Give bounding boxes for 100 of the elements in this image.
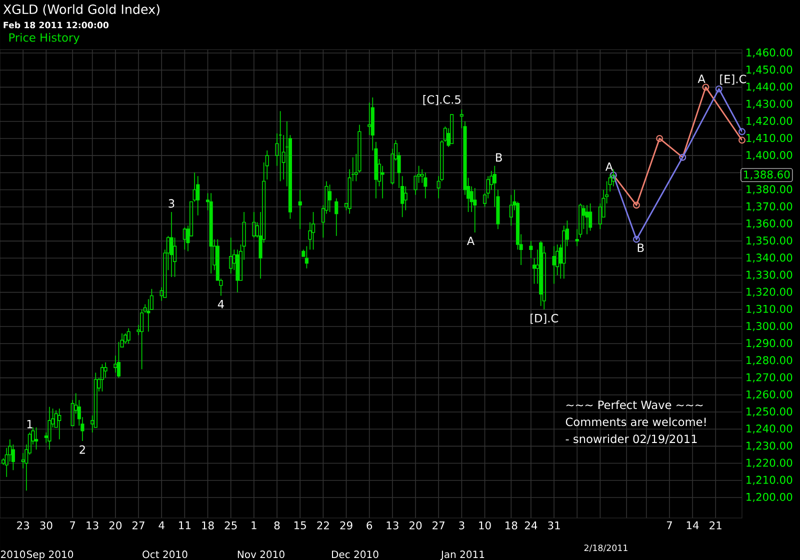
chart-title: XGLD (World Gold Index)	[3, 4, 160, 16]
annotation: 3	[168, 199, 174, 208]
y-tick-label: 1,220.00	[746, 458, 792, 468]
y-tick-label: 1,450.00	[746, 66, 792, 75]
x-tick-label: 11	[179, 521, 190, 530]
x-tick-label: 7	[666, 521, 672, 530]
candlestick	[585, 204, 589, 235]
annotation: [D].C	[530, 314, 558, 324]
x-tick-label: 4	[158, 521, 164, 530]
x-tick-label: 14	[686, 521, 699, 530]
candlestick	[424, 172, 428, 199]
y-tick-label: 1,388.60	[744, 170, 790, 180]
x-tick-label: 23	[17, 521, 30, 530]
candlestick	[298, 189, 302, 230]
y-tick-label: 1,350.00	[746, 236, 792, 246]
y-tick-label: 1,290.00	[746, 339, 792, 348]
candlestick	[209, 192, 213, 274]
candlestick	[8, 438, 12, 462]
y-tick-label: 1,410.00	[746, 134, 792, 144]
text: Dec 2010	[332, 550, 378, 558]
x-tick-label: 29	[340, 521, 352, 530]
point	[656, 135, 664, 142]
x-tick-label: 10	[479, 521, 491, 530]
x-tick-label: 7	[70, 521, 76, 530]
x-tick-label: 31	[548, 521, 560, 530]
candlestick	[58, 408, 62, 440]
candlestick	[552, 246, 556, 284]
annotation: ~~~ Perfect Wave ~~~	[566, 400, 703, 410]
candlestick	[104, 362, 108, 378]
y-tick-label: 1,240.00	[746, 424, 792, 434]
x-tick-label: 8	[274, 521, 280, 530]
text: 2010	[1, 550, 26, 558]
point	[715, 85, 722, 92]
y-tick-label: 1,200.00	[746, 492, 792, 502]
x-tick-label: 18	[202, 521, 214, 530]
text: Price History	[9, 33, 80, 44]
annotation: A	[466, 236, 475, 246]
candlestick	[400, 176, 404, 218]
x-tick-label: 24	[524, 521, 538, 530]
candlestick	[529, 240, 533, 259]
x-tick-label: 27	[432, 521, 444, 530]
candlestick	[48, 406, 52, 450]
x-tick-label: 22	[317, 521, 329, 530]
candlestick	[608, 174, 612, 192]
y-tick-label: 1,400.00	[746, 150, 792, 160]
candlestick	[380, 165, 384, 199]
text: Oct 2010	[142, 550, 188, 558]
x-tick-label: 13	[386, 521, 398, 530]
candlestick	[578, 203, 582, 238]
annotation: - snowrider 02/19/2011	[566, 434, 697, 444]
y-tick-label: 1,330.00	[746, 270, 792, 280]
x-tick-label: 21	[710, 521, 722, 530]
candlestick	[368, 102, 372, 136]
annotation: 1	[27, 420, 32, 428]
candlestick	[21, 452, 25, 469]
y-tick-label: 1,440.00	[746, 82, 792, 92]
y-tick-label: 1,460.00	[746, 48, 792, 58]
candlestick	[473, 188, 477, 233]
x-tick-label: 27	[132, 521, 144, 530]
x-tick-label: 18	[506, 521, 518, 530]
candlestick	[404, 186, 408, 211]
y-tick-label: 1,300.00	[746, 322, 792, 332]
y-tick-label: 1,360.00	[746, 219, 792, 229]
x-tick-label: 3	[459, 521, 464, 530]
candlestick	[463, 120, 467, 196]
candlestick	[4, 447, 8, 478]
y-tick-label: 1,280.00	[746, 356, 792, 366]
y-tick-label: 1,420.00	[746, 116, 792, 126]
y-tick-label: 1,380.00	[746, 185, 792, 194]
y-tick-label: 1,370.00	[746, 202, 792, 212]
x-tick-label: 13	[86, 521, 98, 530]
candlestick	[420, 168, 424, 184]
candlestick	[542, 246, 546, 310]
candlestick	[308, 222, 312, 250]
annotation: B	[638, 244, 644, 252]
candlestick	[312, 212, 316, 250]
y-tick-label: 1,430.00	[746, 100, 792, 109]
x-tick-label: 6	[366, 521, 372, 530]
candlestick	[126, 328, 130, 344]
x-tick-label: 20	[410, 521, 422, 530]
x-tick-label: 25	[224, 521, 237, 530]
annotation: [C].C.5	[423, 95, 460, 106]
candlestick	[236, 249, 240, 293]
text: 2/18/2011	[584, 544, 628, 552]
y-tick-label: 1,260.00	[746, 390, 792, 400]
x-tick-label: 15	[294, 521, 306, 530]
annotation: A	[698, 74, 706, 83]
y-tick-label: 1,340.00	[746, 254, 792, 263]
y-tick-label: 1,310.00	[746, 304, 792, 314]
y-tick-label: 1,210.00	[746, 476, 792, 485]
y-tick-label: 1,320.00	[746, 288, 792, 297]
y-tick-label: 1,230.00	[746, 442, 792, 451]
y-tick-label: 1,270.00	[746, 373, 792, 382]
candlestick	[348, 168, 352, 214]
annotation: B	[496, 153, 502, 162]
text: Jan 2011	[440, 550, 484, 560]
x-tick-label: 1	[252, 521, 256, 530]
annotation: A	[605, 162, 614, 171]
annotation: 4	[218, 300, 224, 308]
candlestick	[334, 198, 338, 236]
